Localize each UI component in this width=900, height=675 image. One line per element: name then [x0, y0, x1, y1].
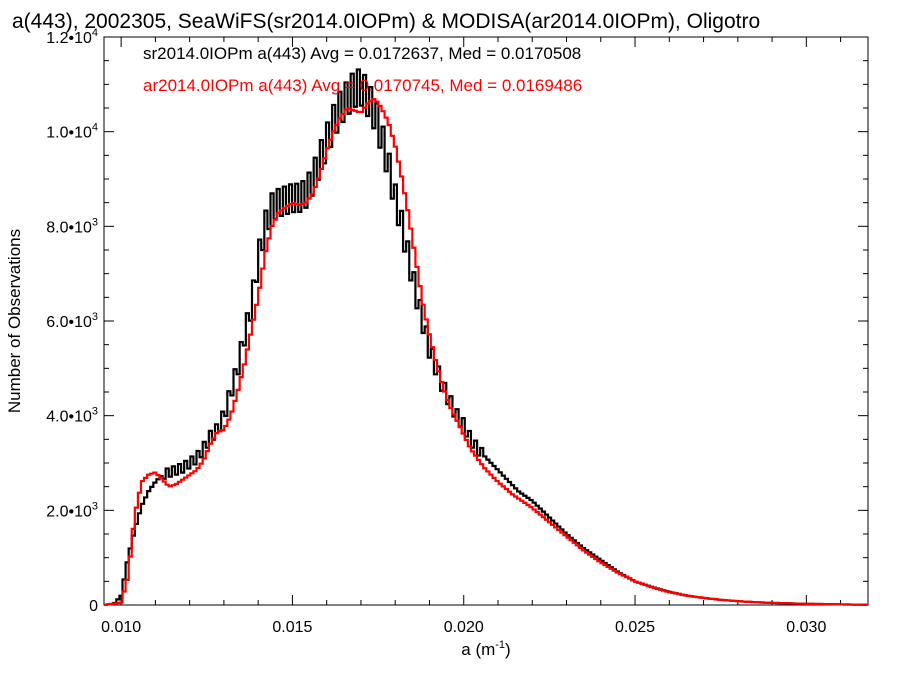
x-tick-label: 0.030 [786, 619, 826, 636]
x-tick-label: 0.015 [272, 619, 312, 636]
chart-title: a(443), 2002305, SeaWiFS(sr2014.0IOPm) &… [12, 10, 760, 33]
legend: sr2014.0IOPm a(443) Avg = 0.0172637, Med… [143, 44, 582, 95]
y-tick-label: 2.0•103 [46, 500, 98, 520]
series-line-ar2014 [104, 98, 868, 606]
x-axis-label: a (m-1) [461, 639, 510, 659]
legend-entry-ar2014: ar2014.0IOPm a(443) Avg = 0.0170745, Med… [143, 76, 582, 95]
y-tick-label: 0 [89, 598, 98, 615]
y-axis-label: Number of Observations [5, 229, 24, 413]
x-tick-label: 0.025 [615, 619, 655, 636]
series-layer [104, 68, 868, 606]
x-tick-label: 0.020 [444, 619, 484, 636]
y-tick-label: 6.0•103 [46, 311, 98, 331]
y-tick-label: 4.0•103 [46, 406, 98, 426]
x-axis-ticks: 0.010 0.015 0.020 0.025 0.030 [101, 37, 842, 636]
series-line-sr2014 [104, 68, 868, 606]
y-tick-label: 1.2•104 [46, 27, 98, 47]
y-axis-ticks: 0 2.0•103 4.0•103 6.0•103 8.0•103 1.0•104 1.2•… [46, 27, 868, 615]
y-tick-label: 8.0•103 [46, 216, 98, 236]
y-tick-label: 1.0•104 [46, 122, 98, 142]
x-tick-label: 0.010 [101, 619, 141, 636]
legend-entry-sr2014: sr2014.0IOPm a(443) Avg = 0.0172637, Med… [143, 44, 581, 63]
plot-frame [103, 36, 869, 606]
